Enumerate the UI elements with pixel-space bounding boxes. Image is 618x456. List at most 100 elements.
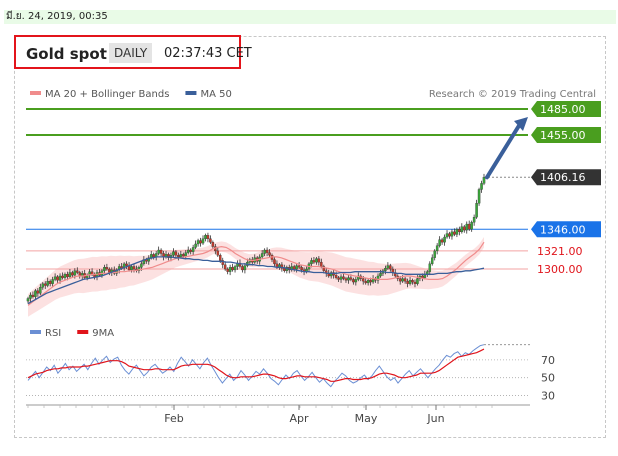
candle — [231, 263, 234, 272]
candle — [63, 272, 67, 281]
candle — [344, 276, 348, 283]
candle — [159, 248, 163, 257]
candle — [470, 220, 473, 232]
candle — [233, 264, 237, 273]
candle — [29, 292, 32, 302]
candle — [448, 231, 451, 239]
candle — [186, 246, 190, 255]
candle — [243, 263, 247, 274]
candle — [196, 238, 200, 247]
rsi-tick-0: 70 — [541, 354, 555, 367]
bollinger-band — [28, 237, 484, 317]
rsi-tick-1: 50 — [541, 372, 555, 385]
candle — [177, 252, 180, 261]
candle — [260, 250, 264, 259]
x-tick-label-1: Apr — [289, 412, 309, 425]
legend-label-0: MA 20 + Bollinger Bands — [45, 89, 169, 100]
candle — [189, 248, 192, 255]
level-label-2: 1406.16 — [540, 171, 586, 184]
trend-arrow-head — [514, 117, 528, 131]
candle — [463, 224, 466, 233]
trend-arrow — [485, 122, 522, 180]
level-label-0: 1485.00 — [540, 103, 586, 116]
candle — [342, 273, 345, 281]
candle — [440, 237, 444, 245]
candle — [450, 229, 454, 240]
level-tag-2 — [531, 169, 601, 186]
candle — [174, 250, 178, 258]
candle — [157, 246, 160, 256]
candle — [337, 275, 340, 283]
candle — [364, 277, 367, 285]
candle — [347, 275, 350, 284]
candle — [354, 276, 358, 286]
candle — [310, 257, 313, 268]
candle — [477, 187, 481, 206]
x-tick-label-0: Feb — [164, 412, 183, 425]
candle — [53, 273, 57, 282]
candle — [71, 270, 74, 278]
ma50-line — [27, 256, 485, 305]
candle — [44, 281, 47, 289]
level-label-4: 1321.00 — [537, 245, 583, 258]
candle — [36, 288, 40, 297]
rsi-legend-swatch-0 — [30, 330, 41, 334]
candle — [191, 244, 195, 256]
candle — [105, 263, 109, 271]
x-axis: Feb Apr May Jun — [26, 404, 530, 425]
candle — [216, 247, 220, 257]
candle — [204, 233, 207, 242]
candle — [295, 263, 298, 273]
candle — [206, 232, 210, 243]
candle — [241, 264, 244, 273]
legend-swatch-0 — [30, 91, 41, 95]
candle — [455, 227, 459, 238]
rsi-legend-swatch-1 — [77, 330, 89, 334]
candle — [465, 221, 468, 234]
chart-frame — [14, 36, 606, 438]
candle — [403, 276, 407, 284]
candle — [34, 288, 37, 300]
candle — [125, 261, 128, 270]
candle — [467, 220, 471, 231]
instrument-header: Gold spot DAILY — [14, 35, 241, 69]
candle — [199, 237, 202, 247]
candle — [315, 256, 318, 265]
candle — [443, 234, 446, 246]
candle — [430, 254, 434, 266]
date-stamp: มี.ย. 24, 2019, 00:35 — [4, 10, 616, 24]
candle — [273, 256, 276, 268]
candle — [147, 255, 151, 265]
candle — [317, 256, 321, 266]
level-tag-1 — [531, 126, 601, 143]
candle — [61, 272, 64, 280]
candle — [26, 296, 30, 304]
candle — [221, 257, 224, 269]
candle — [329, 270, 333, 279]
candle — [458, 226, 461, 236]
rsi-tick-2: 30 — [541, 390, 555, 403]
period-badge[interactable]: DAILY — [109, 43, 153, 63]
research-credit: Research © 2019 Trading Central — [429, 89, 596, 100]
candle — [194, 240, 197, 250]
candle — [48, 279, 52, 287]
rsi-ma-line — [27, 348, 485, 382]
legend-swatch-1 — [185, 91, 197, 95]
candle — [413, 279, 417, 288]
chart-time: 02:37:43 CET — [164, 46, 252, 61]
candle — [475, 199, 478, 219]
candle — [482, 173, 486, 186]
candle — [211, 240, 215, 250]
candle — [435, 243, 439, 255]
rsi-legend-label-0: RSI — [45, 328, 61, 339]
level-label-5: 1300.00 — [537, 263, 583, 276]
candle — [265, 247, 269, 257]
candle — [376, 273, 380, 284]
candle — [236, 260, 239, 270]
candle — [263, 248, 266, 257]
candle — [339, 274, 343, 283]
candle — [46, 277, 49, 288]
x-tick-label-3: Jun — [426, 412, 444, 425]
candle — [172, 248, 175, 257]
x-tick-label-2: May — [355, 412, 378, 425]
